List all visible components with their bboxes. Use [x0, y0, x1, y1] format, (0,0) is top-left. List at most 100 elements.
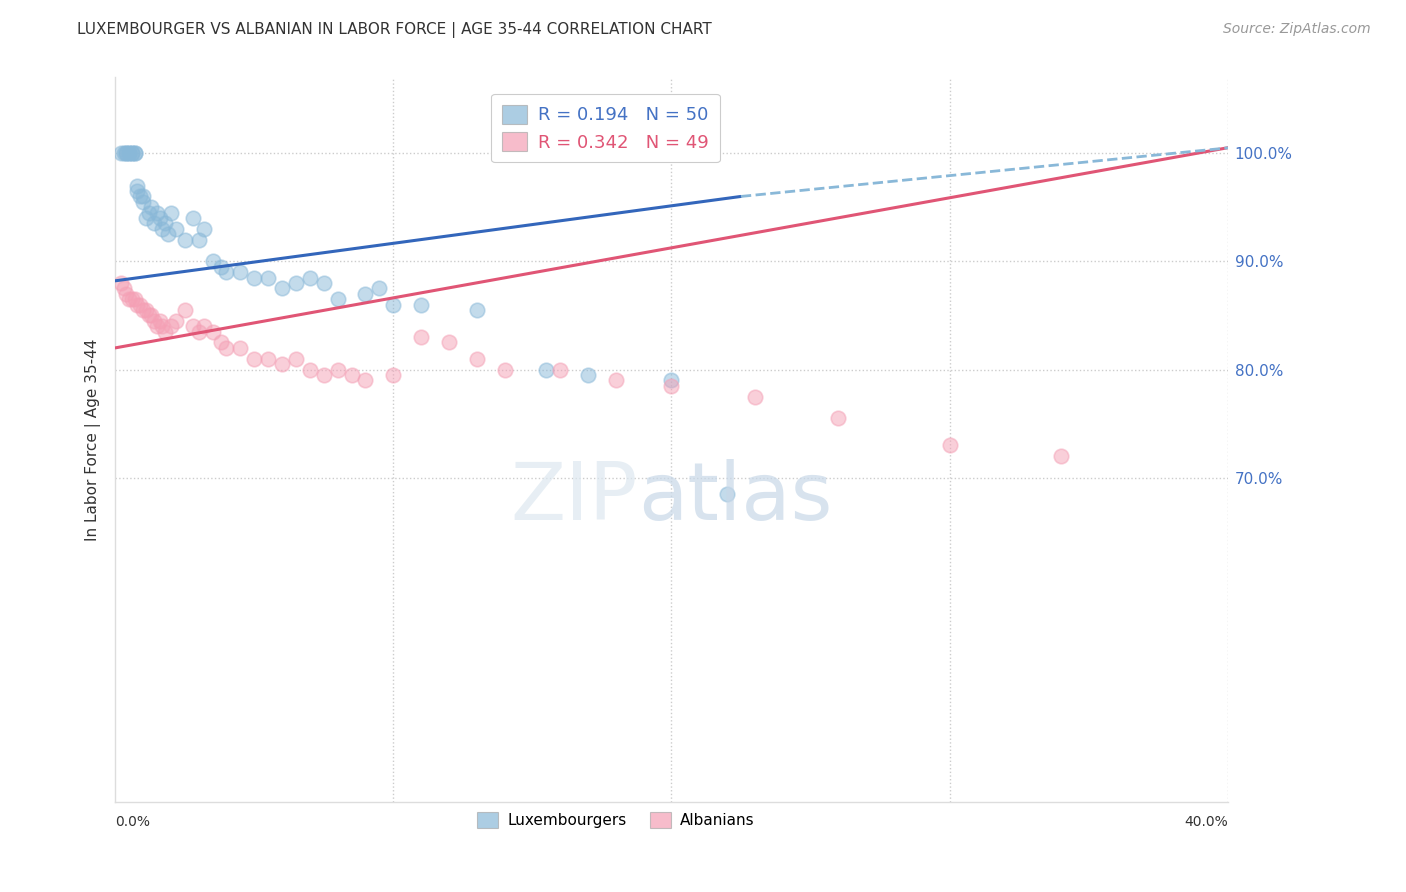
Point [132, 194, 155, 209]
Point [110, 276, 132, 290]
Point [716, 487, 738, 501]
Point [118, 146, 141, 161]
Point [121, 146, 143, 161]
Point [257, 270, 280, 285]
Point [209, 335, 232, 350]
Point [181, 319, 204, 334]
Point [155, 325, 177, 339]
Text: 40.0%: 40.0% [1184, 815, 1227, 830]
Point [271, 357, 294, 371]
Point [135, 303, 157, 318]
Point [159, 205, 181, 219]
Point [229, 341, 252, 355]
Text: Source: ZipAtlas.com: Source: ZipAtlas.com [1223, 22, 1371, 37]
Point [271, 281, 294, 295]
Point [284, 351, 307, 366]
Point [243, 351, 266, 366]
Point [173, 303, 195, 318]
Point [129, 298, 152, 312]
Point [193, 319, 215, 334]
Point [298, 362, 321, 376]
Point [187, 233, 209, 247]
Point [152, 222, 174, 236]
Point [536, 362, 558, 376]
Point [146, 319, 169, 334]
Point [312, 368, 335, 382]
Point [354, 286, 377, 301]
Point [340, 368, 363, 382]
Point [661, 378, 683, 392]
Point [115, 286, 138, 301]
Point [938, 438, 960, 452]
Point [141, 200, 163, 214]
Point [827, 411, 849, 425]
Point [181, 211, 204, 225]
Point [118, 146, 141, 161]
Point [165, 222, 187, 236]
Point [127, 298, 149, 312]
Point [132, 303, 155, 318]
Point [112, 146, 135, 161]
Point [115, 146, 138, 161]
Point [143, 217, 166, 231]
Point [215, 265, 238, 279]
Point [112, 281, 135, 295]
Point [354, 373, 377, 387]
Text: atlas: atlas [638, 458, 832, 537]
Point [143, 314, 166, 328]
Point [132, 189, 155, 203]
Point [121, 292, 143, 306]
Point [661, 373, 683, 387]
Point [605, 373, 627, 387]
Point [284, 276, 307, 290]
Point [465, 303, 488, 318]
Point [157, 227, 180, 242]
Point [326, 362, 349, 376]
Point [437, 335, 460, 350]
Point [744, 390, 766, 404]
Legend: Luxembourgers, Albanians: Luxembourgers, Albanians [471, 806, 761, 835]
Point [146, 205, 169, 219]
Point [1049, 449, 1071, 463]
Point [141, 309, 163, 323]
Point [124, 292, 146, 306]
Point [118, 292, 141, 306]
Point [298, 270, 321, 285]
Point [138, 205, 160, 219]
Point [149, 314, 172, 328]
Point [411, 298, 433, 312]
Point [215, 341, 238, 355]
Text: LUXEMBOURGER VS ALBANIAN IN LABOR FORCE | AGE 35-44 CORRELATION CHART: LUXEMBOURGER VS ALBANIAN IN LABOR FORCE … [77, 22, 711, 38]
Point [494, 362, 516, 376]
Point [159, 319, 181, 334]
Point [152, 319, 174, 334]
Point [127, 178, 149, 193]
Point [201, 325, 224, 339]
Point [312, 276, 335, 290]
Point [155, 217, 177, 231]
Point [115, 146, 138, 161]
Point [368, 281, 391, 295]
Point [229, 265, 252, 279]
Point [201, 254, 224, 268]
Point [382, 298, 405, 312]
Point [135, 211, 157, 225]
Point [173, 233, 195, 247]
Text: 0.0%: 0.0% [115, 815, 150, 830]
Text: ZIP: ZIP [510, 458, 638, 537]
Point [127, 184, 149, 198]
Point [576, 368, 599, 382]
Point [548, 362, 571, 376]
Point [257, 351, 280, 366]
Point [411, 330, 433, 344]
Point [138, 309, 160, 323]
Point [187, 325, 209, 339]
Point [124, 146, 146, 161]
Point [121, 146, 143, 161]
Point [129, 189, 152, 203]
Point [110, 146, 132, 161]
Point [193, 222, 215, 236]
Point [124, 146, 146, 161]
Point [326, 292, 349, 306]
Y-axis label: In Labor Force | Age 35-44: In Labor Force | Age 35-44 [86, 339, 101, 541]
